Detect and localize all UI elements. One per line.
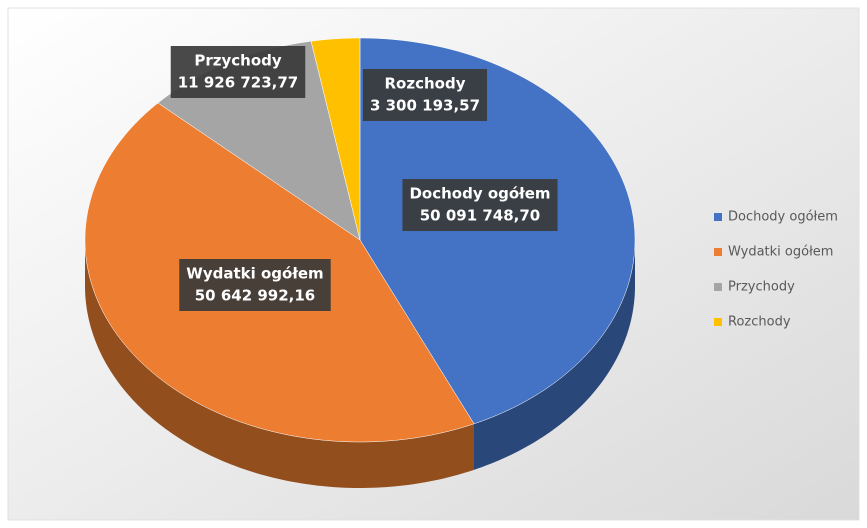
legend-swatch [714, 283, 722, 291]
legend-swatch [714, 213, 722, 221]
pie-slice [310, 37, 361, 241]
data-label: Przychody 11 926 723,77 [170, 46, 306, 98]
pie-side [85, 240, 475, 488]
data-label-value: 3 300 193,57 [370, 97, 480, 115]
data-label: Dochody ogółem 50 091 748,70 [402, 179, 558, 231]
data-label-box [402, 179, 558, 231]
data-label-category: Rozchody [385, 75, 466, 93]
legend-label: Dochody ogółem [728, 210, 838, 225]
data-label-value: 50 091 748,70 [420, 207, 541, 225]
pie-side [474, 240, 635, 470]
data-label-box [362, 69, 488, 121]
data-label: Rozchody 3 300 193,57 [362, 69, 488, 121]
data-label-category: Dochody ogółem [409, 185, 550, 203]
legend-swatch [714, 318, 722, 326]
legend-swatch [714, 248, 722, 256]
data-label-box [170, 46, 306, 98]
data-label-value: 11 926 723,77 [178, 74, 299, 92]
data-label-box [179, 259, 331, 311]
legend-label: Wydatki ogółem [728, 245, 833, 260]
data-label-category: Przychody [194, 52, 282, 70]
data-label-category: Wydatki ogółem [186, 265, 323, 283]
data-label-value: 50 642 992,16 [195, 287, 316, 305]
legend-label: Rozchody [728, 315, 791, 330]
data-label: Wydatki ogółem 50 642 992,16 [179, 259, 331, 311]
legend-label: Przychody [728, 280, 795, 295]
